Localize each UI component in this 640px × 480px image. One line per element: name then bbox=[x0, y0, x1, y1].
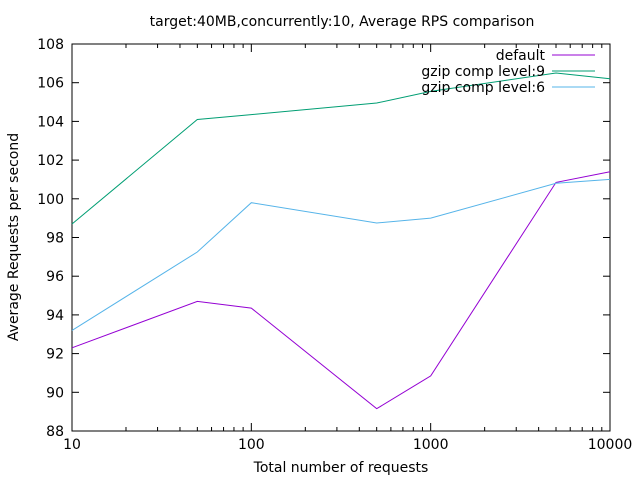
x-tick-label: 10 bbox=[63, 437, 81, 453]
y-tick-label: 98 bbox=[46, 231, 64, 247]
y-tick-label: 102 bbox=[37, 153, 64, 169]
x-axis: 10 100 1000 10000 bbox=[63, 44, 632, 453]
y-tick-label: 88 bbox=[46, 424, 64, 440]
y-tick-label: 100 bbox=[37, 192, 64, 208]
y-tick-label: 106 bbox=[37, 76, 64, 92]
y-tick-label: 104 bbox=[37, 114, 64, 130]
chart-title: target:40MB,concurrently:10, Average RPS… bbox=[150, 14, 535, 30]
plot-frame bbox=[71, 43, 611, 432]
legend-label: gzip comp level:9 bbox=[421, 64, 545, 80]
series-line bbox=[71, 171, 611, 410]
x-axis-label: Total number of requests bbox=[253, 460, 429, 476]
y-axis-label: Average Requests per second bbox=[6, 133, 22, 341]
x-tick-label: 100 bbox=[238, 437, 265, 453]
y-tick-label: 108 bbox=[37, 37, 64, 53]
series-line bbox=[71, 72, 611, 225]
series-lines bbox=[71, 72, 611, 410]
x-tick-label: 1000 bbox=[413, 437, 449, 453]
y-tick-label: 90 bbox=[46, 385, 64, 401]
y-tick-label: 92 bbox=[46, 347, 64, 363]
x-tick-label: 10000 bbox=[588, 437, 633, 453]
y-tick-label: 96 bbox=[46, 269, 64, 285]
series-line bbox=[71, 178, 611, 331]
legend-label: gzip comp level:6 bbox=[421, 80, 545, 96]
y-axis: 88 90 92 94 96 98 100 102 104 106 108 bbox=[37, 37, 610, 440]
y-tick-label: 94 bbox=[46, 308, 64, 324]
legend-label: default bbox=[496, 48, 546, 64]
